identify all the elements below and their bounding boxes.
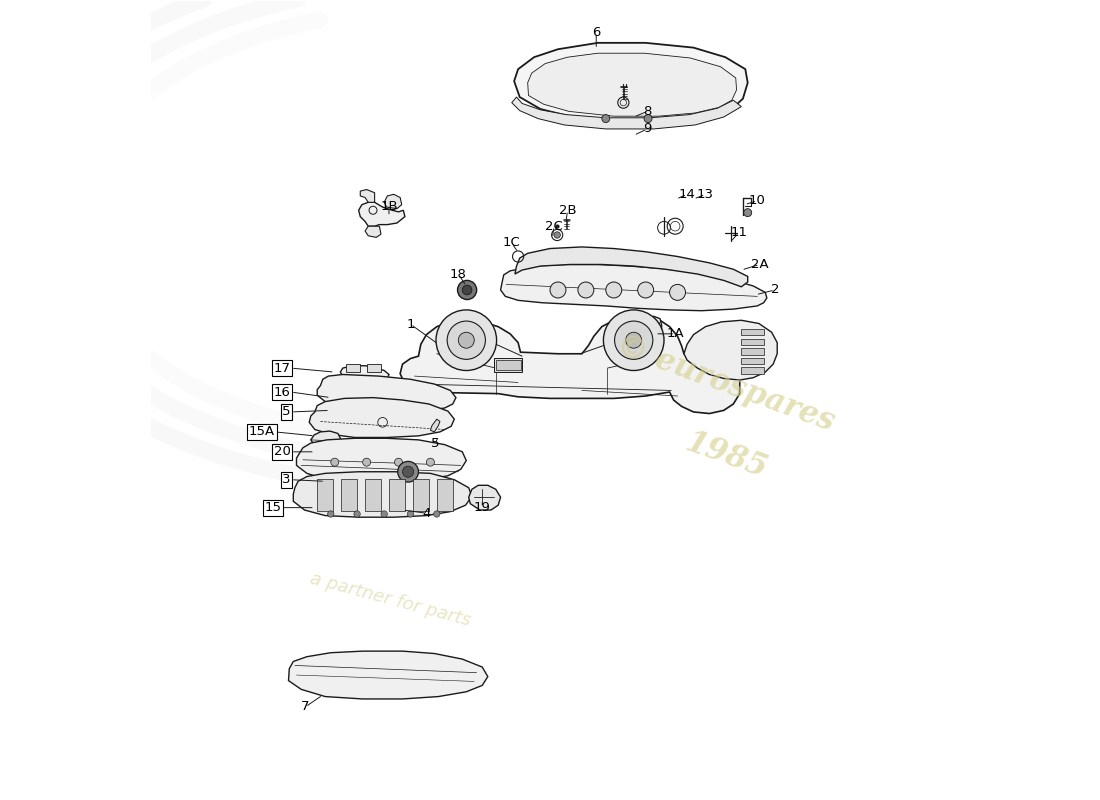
Text: 11: 11 (730, 226, 747, 239)
Polygon shape (365, 226, 381, 238)
Bar (647, 338, 659, 341)
Bar (647, 333, 659, 336)
Text: 6: 6 (592, 26, 601, 39)
Circle shape (578, 282, 594, 298)
Text: 7: 7 (301, 701, 309, 714)
Circle shape (626, 332, 641, 348)
Text: 1: 1 (406, 318, 415, 330)
Circle shape (433, 511, 440, 517)
Bar (741, 367, 763, 374)
Text: 2B: 2B (559, 204, 576, 217)
Circle shape (403, 466, 414, 478)
Bar (647, 322, 659, 325)
Polygon shape (361, 190, 375, 202)
Circle shape (354, 511, 361, 517)
Polygon shape (515, 247, 748, 286)
Circle shape (395, 458, 403, 466)
Text: 17: 17 (274, 362, 290, 374)
Circle shape (554, 232, 560, 238)
Bar (341, 479, 358, 511)
Polygon shape (430, 419, 440, 432)
Circle shape (670, 285, 685, 300)
Text: 1A: 1A (667, 327, 684, 340)
Polygon shape (359, 202, 405, 226)
Polygon shape (297, 438, 466, 482)
Text: 4: 4 (422, 506, 430, 520)
Polygon shape (322, 405, 424, 414)
Circle shape (462, 286, 472, 294)
Circle shape (328, 511, 334, 517)
Text: 8: 8 (644, 105, 651, 118)
Circle shape (615, 321, 652, 359)
Circle shape (458, 281, 476, 299)
Bar (365, 479, 381, 511)
Text: 1B: 1B (381, 200, 398, 213)
Bar (389, 479, 405, 511)
Circle shape (398, 462, 418, 482)
Circle shape (331, 458, 339, 466)
Polygon shape (294, 472, 472, 517)
Text: 16: 16 (274, 386, 290, 398)
Bar (741, 329, 763, 335)
Bar (317, 479, 333, 511)
Bar (366, 364, 381, 372)
Bar (412, 479, 429, 511)
Bar (496, 360, 520, 370)
Text: 1985: 1985 (680, 426, 771, 485)
Text: © eurospares: © eurospares (612, 330, 839, 438)
Text: 15: 15 (264, 501, 282, 514)
Text: 2: 2 (771, 283, 779, 297)
Bar (741, 348, 763, 354)
Circle shape (436, 310, 496, 370)
Circle shape (550, 282, 565, 298)
Circle shape (638, 282, 653, 298)
Circle shape (427, 458, 434, 466)
Circle shape (602, 114, 609, 122)
Polygon shape (469, 486, 500, 510)
Text: 10: 10 (749, 194, 766, 207)
Text: 2A: 2A (751, 258, 769, 271)
Text: 20: 20 (274, 446, 290, 458)
Polygon shape (317, 374, 455, 411)
Text: 13: 13 (697, 188, 714, 201)
Circle shape (645, 114, 652, 122)
Circle shape (381, 511, 387, 517)
Polygon shape (500, 265, 767, 310)
Polygon shape (311, 431, 341, 448)
Polygon shape (528, 54, 737, 116)
Text: 15A: 15A (249, 426, 275, 438)
Polygon shape (309, 398, 454, 438)
Circle shape (363, 458, 371, 466)
Text: 19: 19 (474, 501, 491, 514)
Circle shape (606, 282, 621, 298)
Text: 5: 5 (431, 438, 439, 450)
Polygon shape (288, 651, 487, 699)
Polygon shape (400, 316, 739, 414)
Bar (647, 327, 659, 330)
Polygon shape (384, 194, 402, 209)
Bar (741, 338, 763, 345)
Polygon shape (684, 320, 778, 380)
Text: 5: 5 (283, 406, 290, 418)
Circle shape (744, 209, 751, 217)
Text: 9: 9 (644, 122, 651, 135)
Polygon shape (512, 97, 741, 129)
Text: 14: 14 (679, 188, 695, 201)
Bar (345, 364, 361, 372)
Circle shape (604, 310, 664, 370)
Polygon shape (645, 316, 661, 347)
Circle shape (459, 332, 474, 348)
Text: a partner for parts: a partner for parts (308, 569, 473, 630)
Text: 3: 3 (283, 474, 290, 486)
Text: 18: 18 (450, 267, 466, 281)
Bar (494, 358, 522, 372)
Circle shape (448, 321, 485, 359)
Bar (741, 358, 763, 364)
Polygon shape (514, 43, 748, 122)
Text: 1C: 1C (503, 237, 520, 250)
Bar (437, 479, 453, 511)
Text: 2C: 2C (546, 220, 563, 233)
Circle shape (407, 511, 414, 517)
Polygon shape (340, 366, 389, 381)
